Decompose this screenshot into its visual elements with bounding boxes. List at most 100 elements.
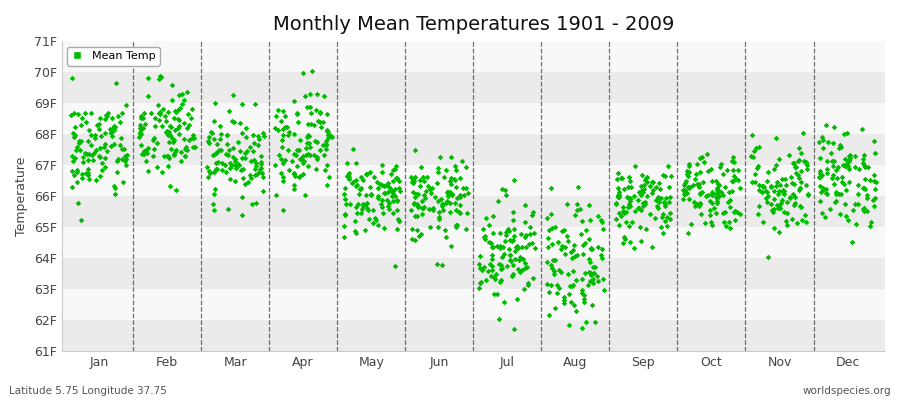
Point [235, 154, 249, 161]
Point [208, 186, 222, 192]
Point [254, 159, 268, 166]
Point [248, 160, 263, 167]
Point [610, 194, 625, 200]
Point [688, 203, 702, 210]
Point [706, 200, 720, 206]
Point [581, 268, 596, 275]
Point [107, 140, 122, 147]
Point [415, 204, 429, 211]
Point [303, 109, 318, 116]
Point [178, 152, 193, 159]
Point [287, 151, 302, 157]
Point [800, 162, 814, 168]
Point [417, 204, 431, 210]
Point [291, 110, 305, 116]
Point [213, 136, 228, 142]
Point [623, 238, 637, 245]
Point [493, 278, 508, 285]
Point [154, 74, 168, 80]
Point [435, 203, 449, 210]
Point [76, 154, 90, 160]
Point [134, 131, 148, 138]
Point [392, 218, 407, 224]
Point [544, 225, 559, 232]
Point [210, 149, 224, 155]
Point [81, 170, 95, 176]
Point [381, 183, 395, 189]
Point [501, 246, 516, 252]
Point [868, 179, 883, 186]
Point [299, 152, 313, 158]
Point [453, 210, 467, 216]
Point [390, 196, 404, 203]
Point [224, 118, 238, 124]
Point [729, 176, 743, 182]
Point [720, 166, 734, 173]
Point [835, 179, 850, 186]
Point [634, 182, 648, 189]
Point [793, 184, 807, 191]
Point [771, 205, 786, 211]
Point [450, 222, 464, 228]
Point [547, 304, 562, 311]
Point [819, 190, 833, 197]
Point [722, 188, 736, 195]
Point [235, 194, 249, 200]
Point [132, 124, 147, 131]
Point [799, 159, 814, 165]
Point [355, 206, 369, 212]
Point [392, 178, 406, 184]
Point [755, 183, 770, 190]
Point [510, 245, 525, 251]
Point [827, 180, 842, 187]
Point [134, 113, 148, 119]
Point [203, 129, 218, 135]
Point [726, 172, 741, 179]
Point [291, 119, 305, 125]
Point [521, 280, 535, 286]
Point [651, 194, 665, 201]
Point [575, 325, 590, 332]
Point [161, 153, 176, 159]
Point [493, 245, 508, 251]
Point [760, 178, 774, 184]
Bar [61, 289, 885, 320]
Point [632, 205, 646, 212]
Point [728, 208, 742, 214]
Point [694, 211, 708, 217]
Point [552, 284, 566, 291]
Point [106, 127, 121, 133]
Point [581, 235, 596, 242]
Point [244, 174, 258, 181]
Point [272, 152, 286, 159]
Point [100, 147, 114, 154]
Point [139, 158, 153, 164]
Point [838, 163, 852, 169]
Point [843, 152, 858, 158]
Point [798, 219, 813, 225]
Point [141, 75, 156, 81]
Point [863, 223, 878, 230]
Point [474, 279, 489, 285]
Point [687, 199, 701, 205]
Point [119, 156, 133, 162]
Point [150, 102, 165, 108]
Point [842, 166, 856, 172]
Point [778, 218, 793, 224]
Point [833, 191, 848, 197]
Point [302, 91, 317, 97]
Point [856, 156, 870, 162]
Point [377, 190, 392, 196]
Point [752, 211, 766, 218]
Point [301, 134, 315, 140]
Point [843, 155, 858, 161]
Point [202, 140, 216, 146]
Point [152, 76, 166, 82]
Point [484, 263, 499, 269]
Point [184, 115, 198, 121]
Point [782, 194, 796, 200]
Point [692, 201, 706, 208]
Point [551, 239, 565, 245]
Point [271, 126, 285, 133]
Point [180, 147, 194, 153]
